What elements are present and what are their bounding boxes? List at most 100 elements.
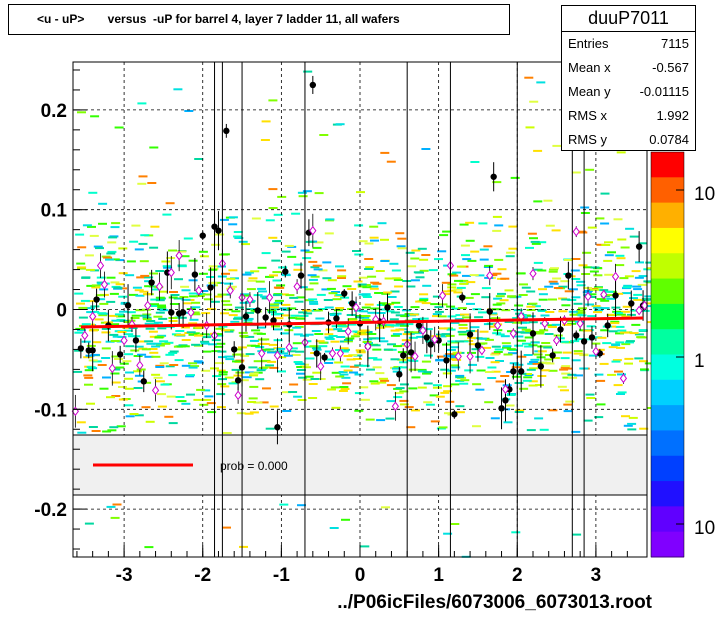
palette-cell: [651, 405, 684, 431]
scatter-cell: [446, 369, 456, 372]
scatter-cell: [604, 241, 613, 244]
profile-point-black: [93, 296, 100, 303]
scatter-cell: [374, 292, 384, 294]
scatter-cell: [201, 312, 211, 315]
scatter-cell: [435, 358, 445, 361]
scatter-cell: [151, 355, 161, 358]
palette-cell: [651, 354, 684, 381]
scatter-cell: [421, 254, 431, 256]
scatter-cell: [112, 335, 122, 338]
scatter-cell: [548, 280, 558, 283]
scatter-cell: [233, 348, 243, 351]
scatter-cell: [260, 343, 270, 345]
scatter-cell: [296, 366, 306, 368]
scatter-cell: [133, 370, 142, 373]
scatter-cell: [155, 364, 165, 367]
scatter-cell: [188, 279, 198, 282]
scatter-cell: [131, 224, 141, 227]
scatter-cell: [110, 340, 120, 342]
profile-point-black: [199, 232, 206, 239]
scatter-cell: [529, 361, 539, 363]
scatter-cell: [477, 337, 487, 340]
scatter-cell: [616, 313, 626, 316]
scatter-cell: [174, 359, 184, 362]
scatter-cell: [614, 292, 624, 295]
scatter-cell: [106, 505, 116, 508]
scatter-cell: [191, 343, 201, 346]
scatter-cell: [145, 327, 155, 330]
scatter-cell: [515, 409, 525, 412]
scatter-cell: [111, 368, 121, 371]
scatter-cell: [111, 319, 121, 322]
scatter-cell: [386, 400, 396, 403]
scatter-cell: [616, 346, 625, 349]
scatter-cell: [537, 309, 547, 311]
scatter-cell: [153, 315, 163, 318]
scatter-cell: [383, 348, 393, 351]
scatter-cell: [90, 305, 100, 308]
scatter-cell: [144, 322, 154, 325]
scatter-cell: [359, 333, 369, 336]
scatter-cell: [223, 303, 233, 306]
scatter-cell: [273, 294, 282, 297]
scatter-cell: [464, 339, 474, 342]
scatter-cell: [204, 395, 214, 398]
scatter-cell: [140, 234, 150, 237]
scatter-cell: [547, 324, 557, 327]
scatter-cell: [479, 248, 489, 251]
scatter-cell: [217, 383, 227, 386]
scatter-cell: [236, 412, 246, 415]
scatter-cell: [409, 313, 419, 316]
scatter-cell: [641, 298, 651, 301]
scatter-cell: [452, 351, 462, 354]
scatter-cell: [502, 346, 511, 349]
scatter-cell: [578, 307, 587, 310]
scatter-cell: [328, 335, 338, 337]
scatter-cell: [564, 259, 573, 261]
scatter-cell: [190, 365, 200, 368]
scatter-cell: [576, 284, 586, 287]
scatter-cell: [593, 311, 602, 314]
scatter-cell: [528, 384, 538, 387]
scatter-cell: [248, 397, 258, 400]
scatter-cell: [153, 376, 163, 379]
scatter-cell: [316, 293, 326, 296]
scatter-cell: [587, 315, 597, 318]
scatter-cell: [583, 266, 592, 269]
scatter-cell: [88, 359, 98, 362]
scatter-cell: [136, 276, 146, 279]
scatter-cell: [239, 545, 248, 548]
y-tick-label: 0: [56, 301, 67, 322]
scatter-cell: [181, 339, 191, 341]
scatter-cell: [151, 345, 161, 348]
profile-point-magenta: [541, 318, 549, 329]
scatter-cell: [134, 248, 144, 251]
scatter-cell: [268, 343, 278, 346]
scatter-cell: [595, 217, 605, 220]
profile-point-black: [474, 342, 482, 349]
scatter-cell: [203, 298, 213, 301]
scatter-cell: [349, 371, 358, 374]
scatter-cell: [312, 264, 322, 267]
scatter-cell: [129, 240, 139, 243]
scatter-cell: [308, 260, 318, 263]
scatter-cell: [466, 329, 476, 332]
scatter-cell: [514, 335, 524, 338]
scatter-cell: [629, 332, 639, 335]
scatter-cell: [193, 398, 203, 401]
scatter-cell: [168, 374, 178, 377]
scatter-cell: [142, 316, 152, 319]
scatter-cell: [437, 335, 447, 338]
scatter-cell: [221, 272, 230, 275]
scatter-cell: [198, 250, 208, 253]
scatter-cell: [468, 343, 478, 346]
scatter-cell: [308, 397, 318, 399]
scatter-cell: [423, 382, 433, 385]
scatter-cell: [118, 247, 128, 250]
scatter-cell: [144, 546, 154, 549]
scatter-cell: [366, 368, 375, 371]
scatter-cell: [645, 261, 655, 264]
scatter-cell: [410, 257, 420, 260]
scatter-cell: [393, 345, 402, 348]
scatter-cell: [212, 375, 222, 378]
